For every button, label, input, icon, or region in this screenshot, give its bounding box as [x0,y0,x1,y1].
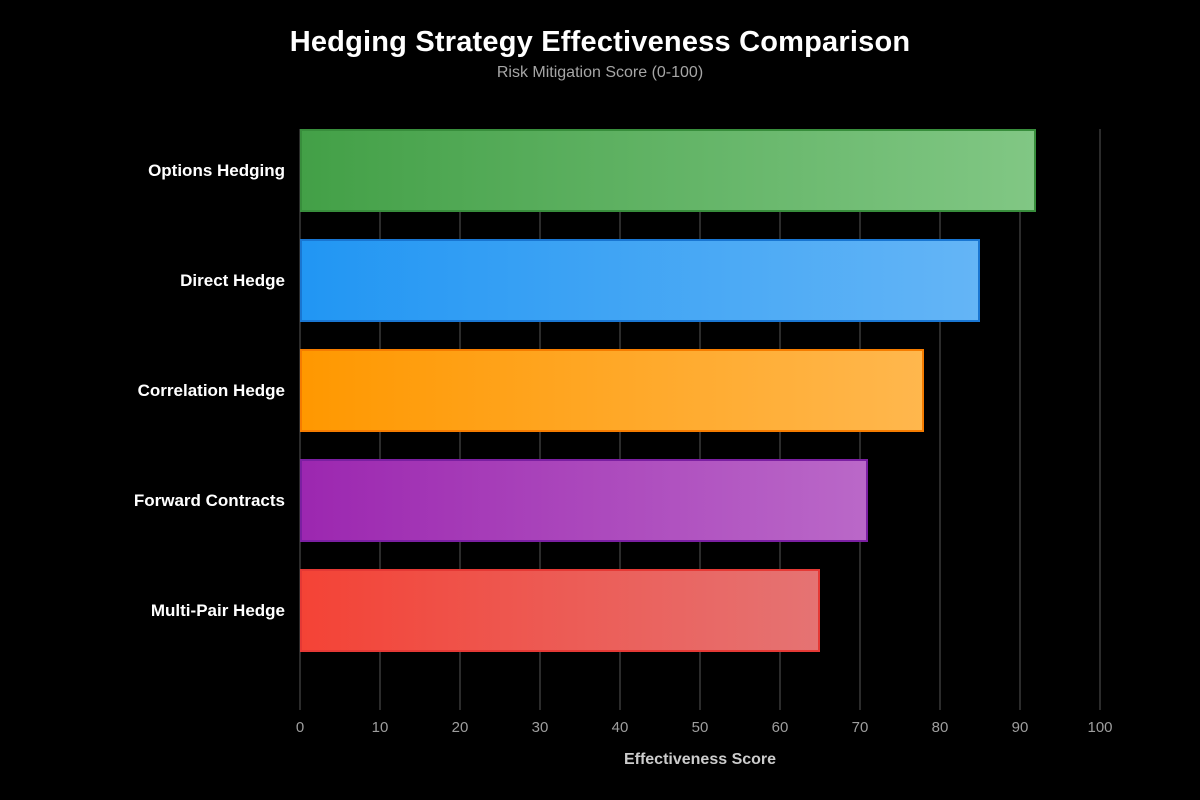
chart-title: Hedging Strategy Effectiveness Compariso… [289,26,911,58]
x-tick-label-30: 30 [531,719,549,736]
gridline-x-90 [1019,129,1021,710]
gridline-x-80 [939,129,941,710]
chart-subtitle: Risk Mitigation Score (0-100) [496,64,704,81]
category-label-forward-contracts: Forward Contracts [133,490,285,510]
bar-forward-contracts [300,459,868,542]
x-tick-label-20: 20 [451,719,469,736]
x-tick-label-100: 100 [1087,719,1113,736]
x-tick-label-40: 40 [611,719,629,736]
x-tick-label-10: 10 [371,719,389,736]
gridline-x-100 [1099,129,1101,710]
category-label-correlation-hedge: Correlation Hedge [137,380,285,400]
x-tick-label-90: 90 [1011,719,1029,736]
x-tick-label-60: 60 [771,719,789,736]
x-tick-label-70: 70 [851,719,869,736]
bar-options-hedging [300,129,1036,212]
x-axis-title: Effectiveness Score [623,751,777,768]
x-tick-label-80: 80 [931,719,949,736]
category-label-options-hedging: Options Hedging [148,160,285,180]
category-label-direct-hedge: Direct Hedge [180,270,285,290]
bar-correlation-hedge [300,349,924,432]
bar-direct-hedge [300,239,980,322]
bar-multi-pair-hedge [300,569,820,652]
x-tick-label-50: 50 [691,719,709,736]
category-label-multi-pair-hedge: Multi-Pair Hedge [150,600,285,620]
x-tick-label-0: 0 [295,719,305,736]
